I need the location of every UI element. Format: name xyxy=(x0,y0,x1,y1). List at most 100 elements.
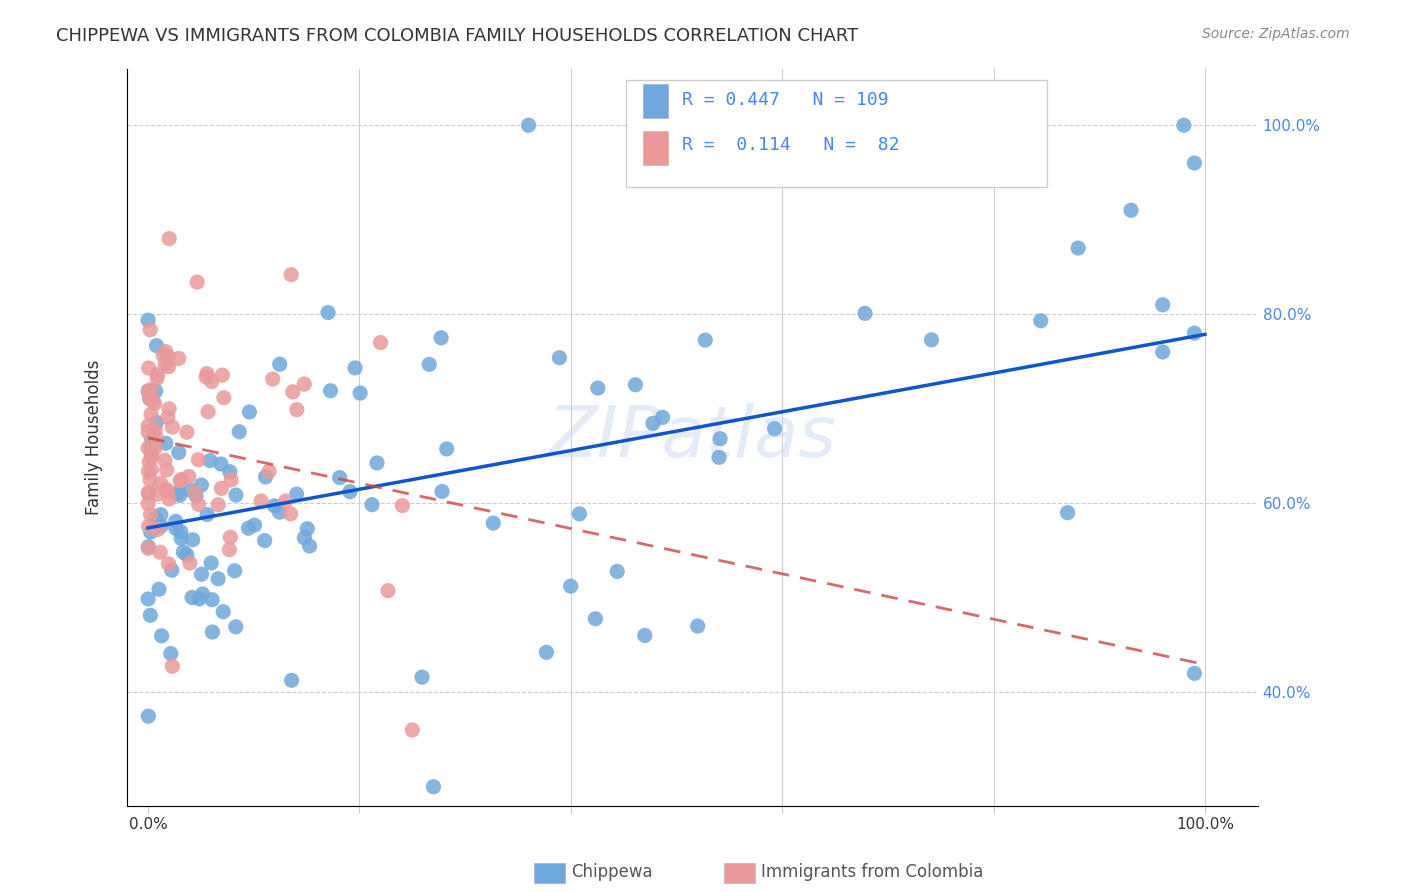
Point xyxy=(139,392,162,406)
Point xyxy=(641,417,664,431)
Point xyxy=(141,463,163,477)
Point xyxy=(329,470,352,484)
Point xyxy=(436,442,458,456)
Point xyxy=(157,401,180,416)
Point xyxy=(207,572,229,586)
Text: Source: ZipAtlas.com: Source: ZipAtlas.com xyxy=(1202,27,1350,41)
Point xyxy=(143,396,166,410)
Point xyxy=(280,673,302,688)
Point xyxy=(274,494,297,508)
Point xyxy=(157,359,180,374)
Point xyxy=(169,474,191,488)
Point xyxy=(167,351,190,366)
Point xyxy=(401,723,423,737)
Point xyxy=(207,498,229,512)
Point xyxy=(262,372,284,386)
Point xyxy=(195,367,218,381)
Point xyxy=(634,628,657,642)
Point xyxy=(212,391,235,405)
Point xyxy=(138,455,160,469)
Text: CHIPPEWA VS IMMIGRANTS FROM COLOMBIA FAMILY HOUSEHOLDS CORRELATION CHART: CHIPPEWA VS IMMIGRANTS FROM COLOMBIA FAM… xyxy=(56,27,859,45)
Point xyxy=(138,464,160,478)
Point xyxy=(253,533,276,548)
Point xyxy=(430,484,453,499)
Point xyxy=(269,505,291,519)
Point xyxy=(1184,156,1206,170)
Point xyxy=(695,333,717,347)
Point xyxy=(141,450,163,464)
Point xyxy=(209,457,232,471)
Point xyxy=(181,591,204,605)
Point xyxy=(170,473,193,487)
Point xyxy=(298,539,321,553)
Point xyxy=(145,384,167,398)
Point xyxy=(218,465,240,479)
Point xyxy=(149,545,172,559)
Point xyxy=(148,582,170,597)
Point xyxy=(152,349,174,363)
Point xyxy=(280,268,302,282)
Point xyxy=(1152,298,1174,312)
Point xyxy=(138,361,160,376)
Point xyxy=(430,331,453,345)
Point xyxy=(1056,506,1078,520)
Point xyxy=(138,485,160,500)
Point xyxy=(157,491,180,506)
Point xyxy=(160,563,183,577)
Point xyxy=(482,516,505,530)
Point xyxy=(145,511,167,525)
Point xyxy=(139,392,162,406)
Point xyxy=(228,425,250,439)
Point xyxy=(167,485,190,500)
Point xyxy=(149,508,172,522)
Point xyxy=(219,473,242,487)
Point xyxy=(1067,241,1090,255)
Point xyxy=(138,486,160,500)
Point xyxy=(159,647,181,661)
Point xyxy=(219,530,242,544)
Point xyxy=(1029,314,1052,328)
Point xyxy=(292,377,315,392)
Point xyxy=(763,422,786,436)
Point xyxy=(377,583,399,598)
Point xyxy=(143,441,166,455)
Point xyxy=(200,556,222,570)
Point xyxy=(349,386,371,401)
Point xyxy=(138,384,160,399)
Point xyxy=(139,407,162,421)
Point xyxy=(165,515,187,529)
Point xyxy=(156,463,179,477)
Point xyxy=(155,436,177,450)
Point xyxy=(211,368,233,383)
Point xyxy=(139,383,162,397)
Point xyxy=(136,541,159,556)
Point xyxy=(586,381,609,395)
Point xyxy=(136,425,159,439)
Point xyxy=(1173,118,1195,132)
Point xyxy=(177,469,200,483)
Point xyxy=(141,447,163,461)
Point xyxy=(190,567,212,582)
Point xyxy=(422,780,444,794)
Point xyxy=(157,557,180,571)
Point xyxy=(218,542,240,557)
Point xyxy=(606,565,628,579)
Point xyxy=(139,323,162,337)
Point xyxy=(1184,666,1206,681)
Point xyxy=(686,619,709,633)
Point xyxy=(560,579,582,593)
Point xyxy=(197,405,219,419)
Point xyxy=(143,423,166,437)
Point xyxy=(190,478,212,492)
Point xyxy=(285,402,308,417)
Point xyxy=(156,410,179,425)
Point xyxy=(853,306,876,320)
Point xyxy=(170,524,193,539)
Point xyxy=(136,497,159,511)
Text: R =  0.114   N =  82: R = 0.114 N = 82 xyxy=(682,136,900,153)
Point xyxy=(651,410,673,425)
Point xyxy=(138,519,160,533)
Point xyxy=(167,445,190,459)
Point xyxy=(162,420,184,434)
Point xyxy=(176,425,198,440)
